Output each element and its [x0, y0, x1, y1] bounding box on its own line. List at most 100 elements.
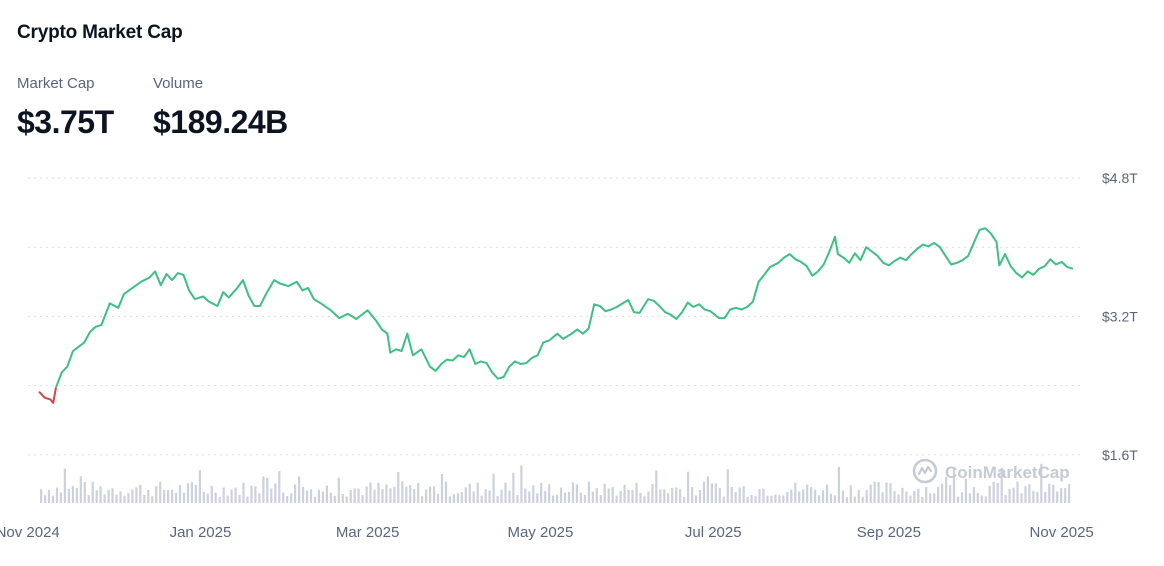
- volume-bar: [885, 482, 888, 503]
- volume-bar: [587, 481, 590, 503]
- volume-bar: [599, 495, 602, 503]
- volume-bar: [79, 476, 82, 503]
- volume-bar: [671, 487, 674, 503]
- volume-bar: [155, 486, 158, 503]
- volume-bar: [119, 491, 122, 503]
- x-tick-label: Nov 2025: [1030, 524, 1094, 541]
- watermark-text: CoinMarketCap: [945, 463, 1070, 482]
- volume-bar: [833, 495, 836, 503]
- volume-bar: [492, 473, 495, 503]
- volume-bar: [647, 491, 650, 503]
- volume-bar: [357, 488, 360, 503]
- x-axis-labels: Nov 2024 Jan 2025 Mar 2025 May 2025 Jul 2025…: [0, 524, 1094, 541]
- volume-bar: [810, 487, 813, 503]
- volume-bar: [190, 482, 193, 503]
- volume-bar: [1024, 486, 1027, 503]
- volume-bar: [429, 486, 432, 503]
- volume-bar: [889, 483, 892, 503]
- x-tick-label: Jan 2025: [170, 524, 232, 541]
- volume-bar: [262, 476, 265, 503]
- volume-bar: [861, 496, 864, 503]
- volume-bar: [258, 493, 261, 503]
- volume-bar: [75, 488, 78, 503]
- volume-value: $189.24B: [153, 104, 288, 140]
- volume-bar: [1020, 493, 1023, 503]
- volume-bar: [730, 486, 733, 503]
- volume-bar: [778, 495, 781, 503]
- volume-bar: [139, 484, 142, 503]
- volume-bar: [484, 489, 487, 503]
- volume-bar: [436, 493, 440, 503]
- volume-bar: [806, 484, 809, 503]
- y-tick-label: $4.8T: [1102, 170, 1138, 186]
- volume-bar: [321, 491, 324, 503]
- volume-bar: [663, 489, 666, 503]
- volume-bar: [1060, 488, 1063, 503]
- volume-bar: [960, 492, 964, 503]
- volume-bar: [837, 466, 840, 503]
- volume-bar: [702, 481, 706, 503]
- volume-bar: [631, 489, 634, 503]
- volume-bar: [825, 484, 829, 503]
- volume-bar: [405, 486, 408, 503]
- volume-bar: [679, 489, 682, 503]
- volume-bar: [87, 495, 90, 503]
- volume-bar: [206, 493, 209, 503]
- volume-bar: [131, 489, 134, 503]
- volume-bar: [798, 491, 801, 503]
- volume-bar: [845, 497, 848, 503]
- volume-bar: [210, 486, 213, 503]
- volume-bar: [869, 484, 872, 503]
- volume-bar: [913, 490, 916, 503]
- volume-bar: [548, 484, 551, 503]
- volume-bar: [635, 482, 638, 503]
- volume-bar: [698, 490, 702, 503]
- volume-bar: [980, 495, 983, 503]
- volume-bar: [361, 495, 364, 503]
- volume-stat: Volume $189.24B: [153, 75, 288, 141]
- x-tick-label: May 2025: [507, 524, 573, 541]
- volume-bar: [55, 487, 59, 503]
- volume-bar: [286, 496, 289, 503]
- volume-bar: [151, 496, 154, 503]
- volume-bar: [949, 485, 952, 503]
- volume-bar: [500, 489, 503, 503]
- volume-bar: [762, 488, 765, 503]
- volume-bar: [655, 470, 658, 503]
- volume-bar: [786, 492, 789, 503]
- price-line-up-segment: [55, 227, 1074, 388]
- volume-bar: [194, 485, 197, 503]
- volume-bar: [603, 483, 606, 503]
- volume-bar: [218, 496, 221, 503]
- volume-bar: [409, 485, 412, 503]
- volume-bar: [1048, 483, 1051, 503]
- volume-bar: [298, 476, 301, 503]
- volume-bar: [222, 487, 225, 503]
- volume-bar: [563, 492, 567, 503]
- volume-bar: [1016, 481, 1019, 503]
- volume-bar: [841, 490, 844, 503]
- volume-bar: [1068, 484, 1071, 503]
- volume-bar: [226, 495, 229, 503]
- volume-bar: [369, 482, 372, 503]
- volume-bar: [1036, 492, 1039, 503]
- volume-bar: [758, 489, 761, 503]
- volume-bar: [615, 495, 618, 503]
- volume-bar: [802, 489, 805, 503]
- volume-bar: [992, 481, 995, 503]
- volume-bar: [178, 485, 182, 503]
- volume-bar: [103, 494, 106, 503]
- volume-bar: [738, 487, 741, 503]
- volume-bar: [754, 496, 757, 503]
- volume-bar: [766, 495, 769, 503]
- volume-bar: [929, 493, 932, 503]
- volume-bar: [945, 476, 948, 503]
- volume-bar: [917, 488, 920, 503]
- volume-bar: [988, 485, 991, 503]
- volume-bar: [567, 491, 571, 503]
- volume-bar: [349, 490, 352, 503]
- volume-bar: [40, 489, 43, 503]
- volume-bar: [627, 489, 630, 503]
- volume-bar: [433, 486, 436, 503]
